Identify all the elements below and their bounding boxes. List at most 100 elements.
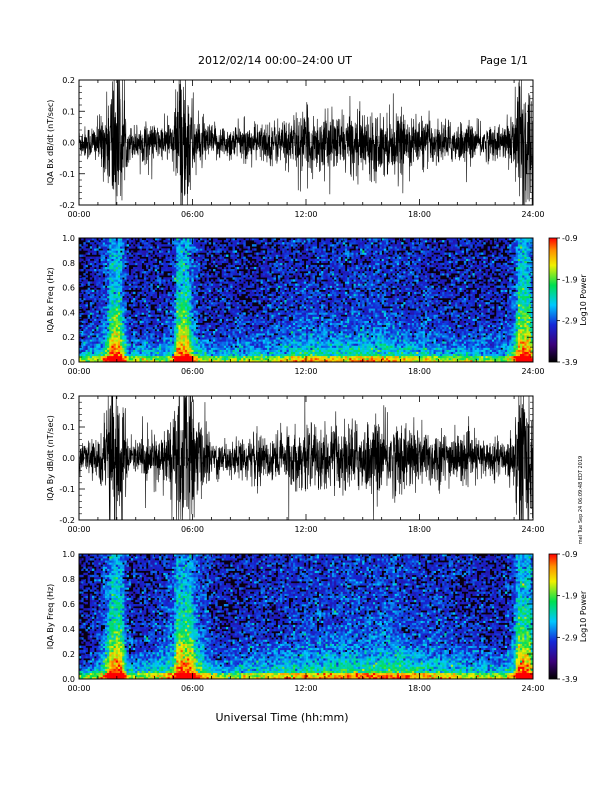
spectrogram-cell	[204, 260, 207, 264]
spectrogram-cell	[202, 283, 205, 286]
spectrogram-cell	[165, 318, 168, 321]
spectrogram-cell	[178, 351, 181, 355]
spectrogram-cell	[146, 273, 149, 276]
spectrogram-cell	[234, 353, 238, 357]
spectrogram-cell	[264, 349, 268, 352]
spectrogram-cell	[124, 353, 127, 357]
spectrogram-cell	[176, 283, 179, 286]
spectrogram-cell	[202, 353, 205, 357]
spectrogram-cell	[288, 256, 292, 259]
spectrogram-cell	[238, 238, 242, 241]
spectrogram-cell	[89, 353, 93, 357]
spectrogram-cell	[167, 277, 171, 280]
spectrogram-cell	[247, 341, 251, 344]
spectrogram-cell	[197, 355, 201, 359]
spectrogram-cell	[238, 271, 242, 274]
spectrogram-cell	[275, 320, 279, 324]
spectrogram-cell	[219, 320, 222, 324]
spectrogram-cell	[176, 333, 179, 336]
spectrogram-cell	[146, 254, 149, 257]
spectrogram-cell	[271, 256, 274, 259]
spectrogram-cell	[260, 310, 264, 313]
spectrogram-cell	[299, 287, 302, 290]
spectrogram-cell	[260, 331, 264, 334]
spectrogram-cell	[258, 337, 261, 340]
spectrogram-cell	[150, 339, 153, 342]
spectrogram-cell	[258, 295, 261, 299]
spectrogram-cell	[234, 254, 238, 257]
spectrogram-cell	[264, 285, 268, 288]
spectrogram-cell	[126, 343, 130, 346]
spectrogram-cell	[230, 324, 233, 328]
spectrogram-cell	[124, 279, 127, 282]
spectrogram-cell	[98, 256, 101, 259]
spectrogram-cell	[280, 262, 283, 266]
spectrogram-cell	[241, 275, 244, 278]
spectrogram-cell	[228, 314, 231, 317]
spectrogram-cell	[197, 297, 201, 301]
spectrogram-cell	[102, 355, 106, 359]
spectrogram-cell	[171, 331, 175, 334]
spectrogram-cell	[200, 316, 203, 319]
spectrogram-cell	[91, 349, 95, 352]
spectrogram-cell	[290, 262, 294, 266]
spectrogram-cell	[280, 238, 283, 241]
spectrogram-cell	[290, 355, 294, 359]
spectrogram-cell	[204, 291, 207, 295]
spectrogram-cell	[135, 331, 138, 334]
spectrogram-cell	[204, 349, 207, 352]
spectrogram-cell	[184, 285, 188, 288]
spectrogram-cell	[130, 300, 134, 303]
spectrogram-cell	[264, 262, 268, 266]
spectrogram-cell	[236, 353, 240, 357]
spectrogram-cell	[202, 244, 205, 247]
spectrogram-cell	[230, 289, 233, 293]
spectrogram-cell	[111, 262, 114, 266]
spectrogram-cell	[267, 264, 270, 268]
spectrogram-cell	[299, 252, 302, 255]
spectrogram-cell	[256, 333, 259, 336]
spectrogram-cell	[128, 320, 132, 324]
spectrogram-cell	[295, 287, 298, 290]
spectrogram-cell	[180, 349, 184, 352]
spectrogram-cell	[158, 304, 162, 307]
spectrogram-cell	[184, 283, 188, 286]
spectrogram-cell	[135, 341, 138, 344]
spectrogram-cell	[171, 349, 175, 352]
spectrogram-cell	[87, 258, 91, 262]
spectrogram-cell	[295, 244, 298, 247]
spectrogram-cell	[267, 335, 270, 338]
spectrogram-cell	[156, 242, 160, 245]
spectrogram-cell	[262, 357, 266, 361]
spectrogram-cell	[111, 293, 114, 297]
spectrogram-cell	[163, 302, 166, 305]
spectrogram-cell	[87, 353, 91, 357]
spectrogram-cell	[135, 339, 138, 342]
spectrogram-cell	[81, 291, 84, 295]
spectrogram-cell	[236, 242, 240, 245]
spectrogram-cell	[113, 326, 117, 330]
spectrogram-cell	[226, 287, 229, 290]
spectrogram-cell	[137, 250, 140, 253]
spectrogram-cell	[135, 345, 138, 348]
spectrogram-cell	[273, 326, 277, 330]
spectrogram-cell	[111, 269, 114, 272]
spectrogram-cell	[141, 297, 145, 301]
spectrogram-cell	[217, 347, 220, 350]
spectrogram-cell	[297, 291, 300, 295]
spectrogram-cell	[141, 341, 145, 344]
spectrogram-cell	[200, 337, 203, 340]
spectrogram-cell	[146, 349, 149, 352]
spectrogram-cell	[126, 264, 130, 268]
spectrogram-cell	[117, 304, 121, 307]
spectrogram-cell	[98, 283, 101, 286]
spectrogram-cell	[158, 287, 162, 290]
spectrogram-cell	[245, 335, 248, 338]
spectrogram-cell	[215, 355, 218, 359]
spectrogram-cell	[243, 250, 246, 253]
spectrogram-cell	[130, 314, 134, 317]
spectrogram-cell	[267, 293, 270, 297]
spectrogram-cell	[163, 357, 166, 361]
spectrogram-cell	[202, 357, 205, 361]
spectrogram-cell	[180, 355, 184, 359]
